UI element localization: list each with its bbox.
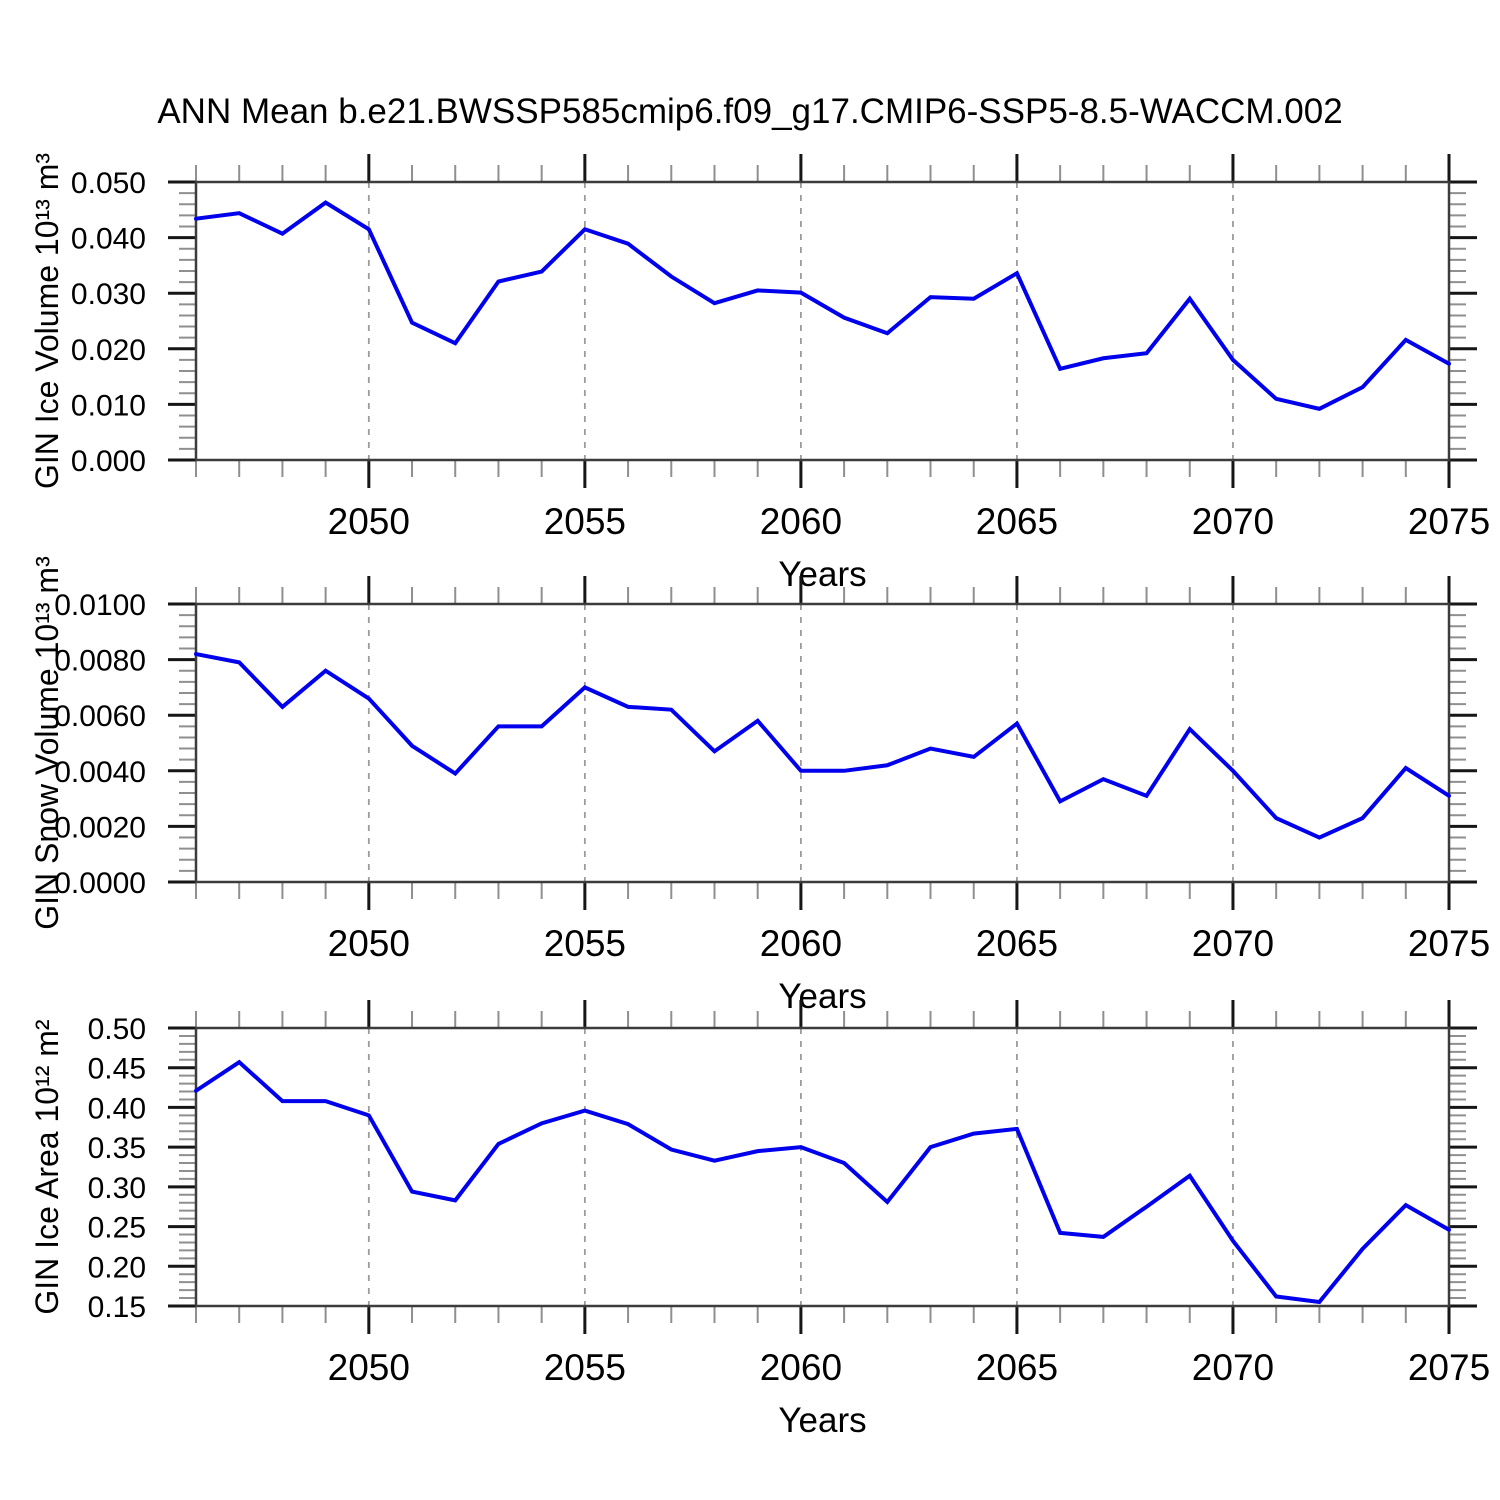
x-tick-label: 2050 (328, 501, 410, 542)
y-tick-label: 0.0000 (54, 867, 146, 900)
plot-frame (194, 1026, 1451, 1308)
y-tick-label: 0.35 (88, 1132, 146, 1165)
chart-panel-0: 0.000 0.010 0.020 0.030 0.040 0.050 2050 2055 20… (29, 153, 1490, 594)
plot-frame (194, 602, 1451, 884)
data-line (194, 200, 1451, 411)
y-tick-label: 0.030 (71, 278, 146, 311)
y-tick-label: 0.45 (88, 1053, 146, 1086)
y-tick-label: 0.20 (88, 1251, 146, 1284)
y-tick-label: 0.000 (71, 445, 146, 478)
x-tick-label: 2075 (1408, 923, 1490, 964)
chart-title: ANN Mean b.e21.BWSSP585cmip6.f09_g17.CMI… (157, 92, 1343, 131)
y-tick-label: 0.40 (88, 1092, 146, 1125)
y-tick-label: 0.050 (71, 167, 146, 200)
x-tick-label: 2075 (1408, 1347, 1490, 1388)
x-tick-label: 2065 (976, 501, 1058, 542)
x-tick-label: 2075 (1408, 501, 1490, 542)
x-tick-label: 2060 (760, 1347, 842, 1388)
y-tick-label: 0.0060 (54, 700, 146, 733)
y-tick-label: 0.0080 (54, 645, 146, 678)
x-tick-label: 2070 (1192, 923, 1274, 964)
y-tick-label: 0.30 (88, 1172, 146, 1205)
x-tick-label: 2065 (976, 1347, 1058, 1388)
y-tick-label: 0.0100 (54, 589, 146, 622)
chart-panel-1: 0.0000 0.0020 0.0040 0.0060 0.0080 0.0100 2050… (29, 556, 1490, 1016)
x-tick-label: 2060 (760, 501, 842, 542)
y-tick-label: 0.010 (71, 389, 146, 422)
y-tick-label: 0.15 (88, 1291, 146, 1324)
y-tick-label: 0.0040 (54, 756, 146, 789)
x-tick-label: 2065 (976, 923, 1058, 964)
y-axis-label: GIN Ice Volume 10¹³ m³ (29, 153, 65, 489)
x-tick-label: 2055 (544, 1347, 626, 1388)
x-tick-label: 2050 (328, 1347, 410, 1388)
y-tick-label: 0.020 (71, 334, 146, 367)
x-tick-label: 2050 (328, 923, 410, 964)
x-tick-label: 2070 (1192, 501, 1274, 542)
y-axis-label: GIN Snow Volume 10¹³ m³ (29, 556, 65, 930)
plot-frame (194, 180, 1451, 462)
y-axis-label: GIN Ice Area 10¹² m² (29, 1019, 65, 1315)
data-line (194, 652, 1451, 840)
x-tick-label: 2060 (760, 923, 842, 964)
data-line (194, 1059, 1451, 1305)
x-tick-label: 2055 (544, 501, 626, 542)
y-tick-label: 0.0020 (54, 811, 146, 844)
x-axis-label: Years (778, 555, 866, 594)
x-tick-label: 2055 (544, 923, 626, 964)
x-axis-label: Years (778, 1401, 866, 1440)
y-tick-label: 0.50 (88, 1013, 146, 1046)
y-tick-label: 0.25 (88, 1212, 146, 1245)
x-axis-label: Years (778, 977, 866, 1016)
y-tick-label: 0.040 (71, 223, 146, 256)
chart-panel-2: 0.15 0.20 0.25 0.30 0.35 0.40 0.45 0.50 2050 2055… (29, 1000, 1490, 1440)
x-tick-label: 2070 (1192, 1347, 1274, 1388)
